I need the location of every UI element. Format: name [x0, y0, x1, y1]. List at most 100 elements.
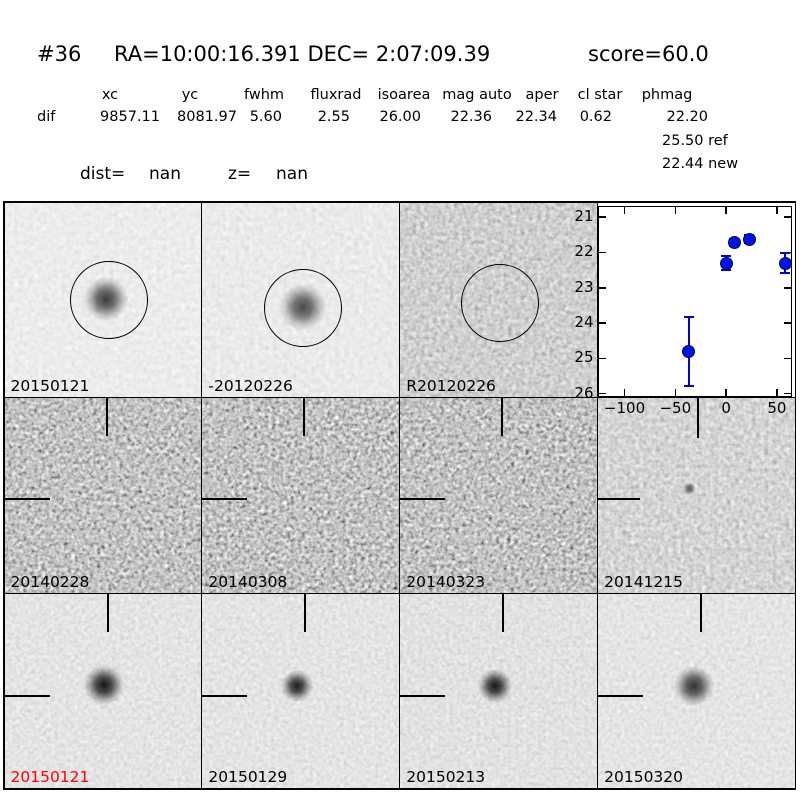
y-tick	[783, 287, 791, 289]
light-curve-panel: −100 −50 0 50 21 22 23 24 25 26	[574, 202, 795, 417]
y-tick-label: 24	[574, 313, 594, 332]
crosshair-tick-left	[4, 695, 50, 698]
param-value: 22.34	[515, 109, 557, 125]
crosshair-tick-top	[700, 594, 703, 633]
param-header: isoarea	[377, 87, 431, 103]
x-tick-label: 50	[767, 398, 787, 417]
x-tick	[776, 388, 778, 396]
cutout-label: R20120226	[406, 376, 496, 395]
y-tick	[783, 322, 791, 324]
param-header: yc	[181, 87, 199, 103]
z-label: z=	[228, 164, 252, 184]
data-point	[727, 236, 741, 250]
param-header: mag auto	[442, 87, 512, 103]
y-tick	[599, 287, 607, 289]
error-bar-cap	[780, 271, 791, 274]
param-row-label: dif	[37, 109, 56, 125]
crosshair-tick-top	[697, 398, 700, 439]
x-tick	[674, 206, 677, 214]
x-tick	[623, 206, 626, 214]
x-tick-label: −100	[603, 398, 646, 417]
y-tick-label: 26	[574, 383, 594, 402]
crosshair-tick-top	[303, 398, 306, 437]
y-tick-label: 22	[574, 242, 594, 261]
aperture-circle	[264, 268, 343, 347]
cutout-panel-new: 20150121	[4, 202, 201, 397]
param-value: 9857.11	[100, 109, 160, 125]
error-bar-cap	[780, 252, 791, 255]
param-header: fluxrad	[310, 87, 362, 103]
dist-label: dist=	[80, 164, 126, 184]
crosshair-tick-top	[106, 594, 109, 633]
source-blob	[683, 482, 697, 496]
cutout-label: 20150121	[10, 376, 90, 395]
x-tick	[674, 388, 677, 396]
phmag-ref: 25.50 ref	[662, 133, 728, 149]
crosshair-tick-left	[202, 695, 248, 698]
aperture-circle	[461, 263, 540, 342]
cutout-panel: 20141215	[598, 398, 795, 593]
candidate-id: #36	[37, 42, 82, 66]
crosshair-tick-left	[400, 498, 446, 501]
crosshair-tick-top	[501, 398, 504, 437]
cutout-image	[400, 398, 597, 593]
cutout-panel: 20140228	[4, 398, 201, 593]
cutout-image	[4, 398, 201, 593]
y-tick	[783, 392, 791, 395]
param-header: phmag	[641, 87, 693, 103]
cutout-label: 20150129	[208, 768, 288, 787]
y-tick-label: 25	[574, 348, 594, 367]
data-point	[682, 344, 696, 358]
y-tick	[599, 322, 607, 324]
param-value: 0.62	[579, 109, 612, 125]
param-value: 5.60	[249, 109, 282, 125]
cutout-label: -20120226	[208, 376, 293, 395]
cutout-label: 20140228	[10, 572, 90, 591]
crosshair-tick-left	[202, 498, 248, 501]
dist-value: nan	[149, 164, 181, 184]
y-tick	[599, 216, 607, 218]
error-bar-cap	[683, 384, 694, 387]
param-value: 2.55	[317, 109, 350, 125]
y-tick-label: 21	[574, 207, 594, 226]
x-tick-label: 0	[721, 398, 731, 417]
param-header: cl star	[577, 87, 623, 103]
cutout-panel: 20140308	[202, 398, 399, 593]
crosshair-tick-left	[4, 498, 50, 501]
x-tick	[776, 206, 778, 214]
data-point	[719, 256, 733, 270]
crosshair-tick-left	[598, 695, 644, 698]
param-value: 22.20	[666, 109, 708, 125]
cutout-panel: 20150129	[202, 594, 399, 789]
source-blob	[674, 666, 715, 707]
param-header: xc	[101, 87, 119, 103]
crosshair-tick-top	[502, 594, 505, 633]
cutout-panel-reference: R20120226	[400, 202, 597, 397]
cutout-panel-discovery: 20150121	[4, 594, 201, 789]
param-value: 8081.97	[177, 109, 237, 125]
cutout-label: 20140308	[208, 572, 288, 591]
x-tick	[725, 206, 727, 214]
light-curve-plot: −100 −50 0 50 21 22 23 24 25 26	[574, 205, 792, 417]
crosshair-tick-top	[105, 398, 108, 437]
source-blob	[83, 665, 124, 706]
y-tick	[599, 357, 607, 360]
y-tick	[599, 392, 607, 395]
source-blob	[281, 670, 314, 703]
z-value: nan	[276, 164, 308, 184]
cutout-panel: 20150213	[400, 594, 597, 789]
param-value: 26.00	[379, 109, 421, 125]
cutout-panel: 20140323	[400, 398, 597, 593]
cutout-image	[598, 398, 795, 593]
error-bar-cap	[683, 316, 694, 319]
x-tick	[725, 388, 727, 396]
param-header: aper	[525, 87, 559, 103]
cutout-grid: 20150121 -20120226 R20120226 −100 −50 0 50 2…	[3, 201, 796, 790]
cutout-panel: 20150320	[598, 594, 795, 789]
y-tick-label: 23	[574, 277, 594, 296]
cutout-label: 20140323	[406, 572, 486, 591]
error-bar-cap	[721, 269, 732, 272]
x-tick	[623, 388, 626, 396]
cutout-panel-difference: -20120226	[202, 202, 399, 397]
cutout-label: 20150320	[604, 768, 684, 787]
